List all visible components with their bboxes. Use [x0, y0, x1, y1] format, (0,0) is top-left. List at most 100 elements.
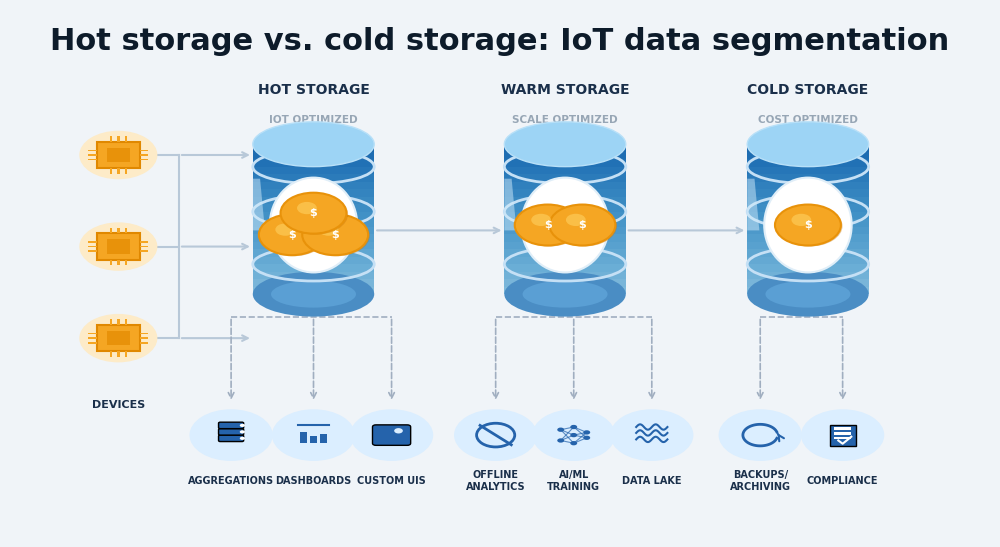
Polygon shape	[504, 242, 626, 249]
Circle shape	[79, 222, 157, 271]
Polygon shape	[504, 174, 626, 182]
Circle shape	[583, 435, 590, 440]
Circle shape	[281, 193, 346, 234]
Text: DEVICES: DEVICES	[92, 400, 145, 410]
Polygon shape	[747, 234, 869, 242]
Text: $: $	[331, 230, 339, 240]
Ellipse shape	[270, 178, 357, 272]
Polygon shape	[253, 174, 374, 182]
FancyBboxPatch shape	[110, 136, 112, 142]
FancyBboxPatch shape	[107, 331, 130, 346]
FancyBboxPatch shape	[125, 260, 127, 265]
Polygon shape	[253, 159, 374, 167]
FancyBboxPatch shape	[88, 149, 97, 151]
FancyBboxPatch shape	[107, 148, 130, 162]
Polygon shape	[504, 179, 516, 230]
FancyBboxPatch shape	[140, 333, 148, 334]
Polygon shape	[747, 219, 869, 226]
Polygon shape	[747, 179, 759, 230]
Polygon shape	[253, 219, 374, 226]
FancyBboxPatch shape	[125, 352, 127, 357]
Text: DATA LAKE: DATA LAKE	[622, 476, 682, 486]
FancyBboxPatch shape	[140, 337, 148, 339]
Circle shape	[240, 430, 245, 433]
Circle shape	[79, 131, 157, 179]
Polygon shape	[504, 182, 626, 189]
Polygon shape	[504, 264, 626, 272]
Polygon shape	[253, 226, 374, 234]
Polygon shape	[504, 272, 626, 279]
FancyBboxPatch shape	[110, 352, 112, 357]
Ellipse shape	[523, 281, 608, 307]
Polygon shape	[253, 182, 374, 189]
Polygon shape	[504, 219, 626, 226]
FancyBboxPatch shape	[372, 425, 411, 445]
FancyBboxPatch shape	[88, 241, 97, 243]
Polygon shape	[747, 197, 869, 204]
Polygon shape	[253, 212, 374, 219]
Polygon shape	[747, 257, 869, 264]
FancyBboxPatch shape	[110, 228, 112, 233]
Circle shape	[259, 214, 325, 255]
Polygon shape	[253, 179, 265, 230]
Circle shape	[297, 202, 317, 214]
FancyBboxPatch shape	[140, 159, 148, 160]
FancyBboxPatch shape	[219, 422, 244, 429]
Circle shape	[610, 409, 693, 461]
Polygon shape	[747, 249, 869, 257]
Text: BACKUPS/
ARCHIVING: BACKUPS/ ARCHIVING	[730, 470, 791, 492]
Text: COMPLIANCE: COMPLIANCE	[807, 476, 878, 486]
Ellipse shape	[764, 178, 852, 272]
Polygon shape	[253, 242, 374, 249]
Text: $: $	[288, 230, 296, 240]
Text: HOT STORAGE: HOT STORAGE	[258, 83, 369, 97]
Circle shape	[570, 433, 577, 437]
Circle shape	[801, 409, 884, 461]
Polygon shape	[504, 144, 626, 152]
Text: AGGREGATIONS: AGGREGATIONS	[188, 476, 274, 486]
Polygon shape	[504, 279, 626, 287]
Circle shape	[261, 216, 326, 256]
Polygon shape	[747, 226, 869, 234]
Polygon shape	[504, 287, 626, 294]
Ellipse shape	[765, 281, 850, 307]
FancyBboxPatch shape	[140, 342, 148, 344]
FancyBboxPatch shape	[125, 228, 127, 233]
FancyBboxPatch shape	[88, 251, 97, 252]
Polygon shape	[253, 144, 374, 294]
Circle shape	[189, 409, 273, 461]
FancyBboxPatch shape	[110, 260, 112, 265]
Circle shape	[775, 205, 841, 246]
Text: WARM STORAGE: WARM STORAGE	[501, 83, 629, 97]
Circle shape	[319, 224, 338, 236]
FancyBboxPatch shape	[110, 168, 112, 173]
FancyBboxPatch shape	[110, 319, 112, 325]
Circle shape	[516, 206, 582, 247]
Polygon shape	[747, 272, 869, 279]
Text: DASHBOARDS: DASHBOARDS	[275, 476, 352, 486]
FancyBboxPatch shape	[97, 325, 140, 352]
Text: COLD STORAGE: COLD STORAGE	[747, 83, 869, 97]
Text: $: $	[544, 220, 552, 230]
FancyBboxPatch shape	[88, 159, 97, 160]
FancyBboxPatch shape	[117, 168, 120, 173]
Polygon shape	[504, 197, 626, 204]
Polygon shape	[747, 204, 869, 212]
Polygon shape	[747, 264, 869, 272]
Polygon shape	[747, 144, 869, 152]
FancyBboxPatch shape	[219, 429, 244, 435]
Text: $: $	[804, 220, 812, 230]
Bar	[834, 427, 851, 430]
Circle shape	[719, 409, 802, 461]
Bar	[310, 436, 317, 443]
Bar	[300, 433, 307, 443]
Polygon shape	[747, 159, 869, 167]
Ellipse shape	[747, 272, 869, 317]
Polygon shape	[253, 234, 374, 242]
FancyBboxPatch shape	[117, 228, 120, 233]
Polygon shape	[253, 167, 374, 174]
Circle shape	[551, 206, 617, 247]
Circle shape	[350, 409, 433, 461]
FancyBboxPatch shape	[97, 142, 140, 168]
Text: AI/ML
TRAINING: AI/ML TRAINING	[547, 470, 600, 492]
